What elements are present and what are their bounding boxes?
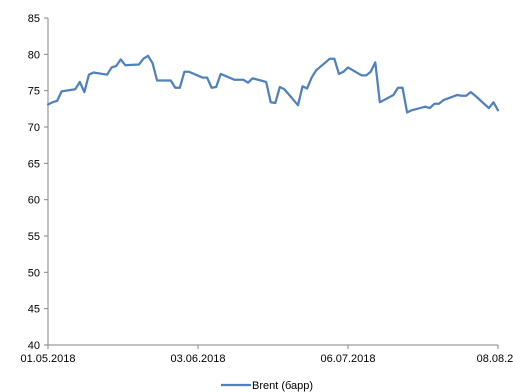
y-tick-label: 85 [28,13,40,25]
y-tick-label: 70 [28,122,40,134]
x-tick-label: 01.05.2018 [20,353,75,365]
y-axis-ticks: 40 45 50 55 60 65 70 75 80 85 [28,13,48,352]
legend-label-brent: Brent (барр) [252,380,313,392]
y-tick-label: 45 [28,304,40,316]
x-tick-label: 03.06.2018 [170,353,225,365]
y-tick-label: 65 [28,158,40,170]
y-tick-label: 50 [28,267,40,279]
x-tick-label: 06.07.2018 [320,353,375,365]
x-axis-ticks: 01.05.2018 03.06.2018 06.07.2018 08.08.20 [20,345,513,365]
y-tick-label: 40 [28,340,40,352]
y-tick-label: 75 [28,86,40,98]
y-tick-label: 55 [28,231,40,243]
x-tick-label: 08.08.20 [477,353,513,365]
y-tick-label: 80 [28,49,40,61]
y-tick-label: 60 [28,195,40,207]
brent-series-line [46,54,500,114]
legend: Brent (барр) [221,380,313,392]
